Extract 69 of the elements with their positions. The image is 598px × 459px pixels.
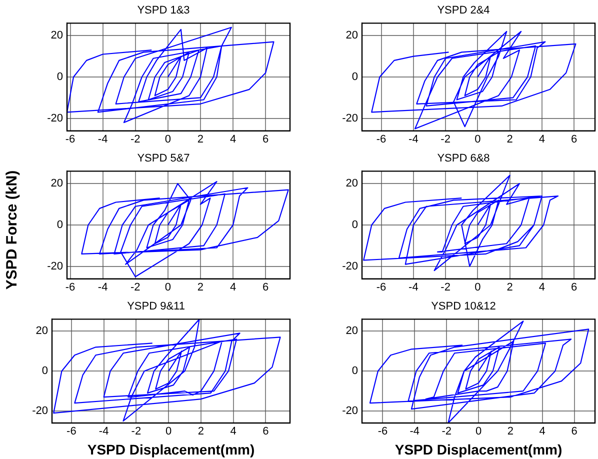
x-tick-label: -4 <box>408 281 418 294</box>
x-tick-label: -2 <box>442 426 452 438</box>
x-tick-label: -6 <box>65 133 76 146</box>
x-tick-label: 2 <box>506 133 513 146</box>
x-tick-label: 0 <box>164 281 171 294</box>
x-tick-label: -6 <box>376 133 386 146</box>
x-tick-label: 6 <box>262 281 269 294</box>
x-tick-label: -6 <box>65 281 76 294</box>
x-axis-title: YSPD Displacement(mm) <box>87 441 255 458</box>
x-tick-label: 2 <box>197 133 204 146</box>
x-tick-label: 0 <box>164 133 171 146</box>
y-tick-label: -20 <box>342 260 358 272</box>
y-tick-label: -20 <box>342 405 358 418</box>
y-tick-label: 0 <box>56 219 63 232</box>
x-tick-label: 6 <box>262 426 269 438</box>
y-tick-label: 0 <box>56 71 63 84</box>
y-tick-label: 0 <box>352 365 358 378</box>
y-tick-label: 0 <box>42 365 48 378</box>
chart-title: YSPD 2&4 <box>437 4 490 17</box>
x-tick-label: -4 <box>98 281 108 294</box>
x-tick-label: 6 <box>571 426 578 438</box>
x-tick-label: -2 <box>440 281 450 294</box>
y-tick-label: 20 <box>346 30 358 42</box>
x-tick-label: -2 <box>440 133 450 146</box>
x-tick-label: -4 <box>98 133 108 146</box>
x-tick-label: 4 <box>539 426 546 438</box>
x-tick-label: 2 <box>198 426 204 438</box>
y-tick-label: 0 <box>352 71 358 84</box>
y-tick-label: -20 <box>32 405 48 418</box>
x-tick-label: 0 <box>474 281 481 294</box>
y-tick-label: 0 <box>352 219 358 232</box>
x-tick-label: 6 <box>571 281 578 294</box>
y-tick-label: -20 <box>342 112 358 124</box>
x-tick-label: 6 <box>262 133 269 146</box>
x-tick-label: 4 <box>230 281 236 294</box>
y-tick-label: 20 <box>50 178 63 190</box>
x-tick-label: 4 <box>230 133 236 146</box>
y-tick-label: 20 <box>50 30 63 42</box>
x-tick-label: 0 <box>474 133 481 146</box>
x-tick-label: -4 <box>410 426 420 438</box>
x-tick-label: 2 <box>506 281 513 294</box>
y-tick-label: -20 <box>47 112 63 124</box>
chart-title: YSPD 10&12 <box>431 300 496 313</box>
x-tick-label: 2 <box>507 426 514 438</box>
x-tick-label: -6 <box>378 426 388 438</box>
x-tick-label: -6 <box>376 281 386 294</box>
x-tick-label: 4 <box>230 426 236 438</box>
x-tick-label: -2 <box>131 426 142 438</box>
y-tick-label: -20 <box>47 260 63 272</box>
x-tick-label: 2 <box>197 281 204 294</box>
x-tick-label: -4 <box>408 133 418 146</box>
x-tick-label: 6 <box>571 133 578 146</box>
y-tick-label: 20 <box>346 325 358 338</box>
chart-title: YSPD 1&3 <box>137 4 190 17</box>
x-axis-title: YSPD Displacement(mm) <box>394 441 562 458</box>
chart-title: YSPD 6&8 <box>437 152 490 165</box>
x-tick-label: 0 <box>475 426 482 438</box>
x-tick-label: -2 <box>130 133 140 146</box>
chart-title: YSPD 5&7 <box>137 152 190 165</box>
x-tick-label: 0 <box>166 426 172 438</box>
y-tick-label: 20 <box>346 178 358 190</box>
y-axis-title: YSPD Force (kN) <box>4 170 20 290</box>
x-tick-label: 4 <box>538 281 546 294</box>
y-tick-label: 20 <box>36 325 48 338</box>
x-tick-label: -2 <box>130 281 140 294</box>
chart-title: YSPD 9&11 <box>127 300 185 313</box>
x-tick-label: -4 <box>98 426 109 438</box>
x-tick-label: 4 <box>538 133 546 146</box>
x-tick-label: -6 <box>66 426 76 438</box>
